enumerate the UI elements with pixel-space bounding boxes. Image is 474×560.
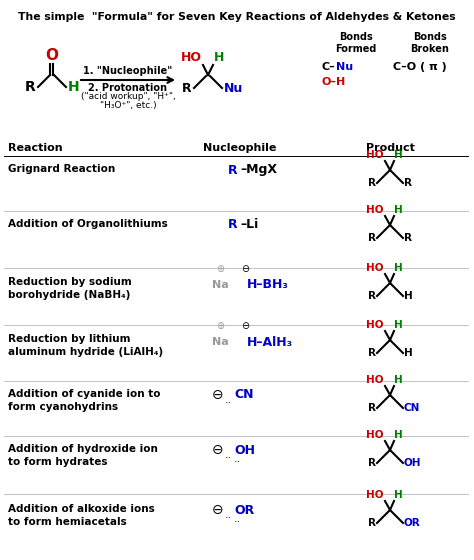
- Text: Addition of cyanide ion to
form cyanohydrins: Addition of cyanide ion to form cyanohyd…: [8, 389, 161, 412]
- Text: "H₃O⁺", etc.): "H₃O⁺", etc.): [100, 101, 156, 110]
- Text: OH: OH: [404, 458, 421, 468]
- Text: HO: HO: [366, 320, 384, 330]
- Text: OH: OH: [234, 444, 255, 456]
- Text: Product: Product: [365, 143, 414, 153]
- Text: Addition of Organolithiums: Addition of Organolithiums: [8, 219, 168, 229]
- Text: –MgX: –MgX: [240, 164, 277, 176]
- Text: R: R: [368, 518, 376, 528]
- Text: Nu: Nu: [336, 62, 353, 72]
- Text: H: H: [404, 291, 413, 301]
- Text: H–BH₃: H–BH₃: [247, 278, 289, 292]
- Text: H: H: [404, 348, 413, 358]
- Text: H–AlH₃: H–AlH₃: [247, 335, 293, 348]
- Text: ⊖: ⊖: [241, 321, 249, 331]
- Text: Reaction: Reaction: [8, 143, 63, 153]
- Text: ⊕: ⊕: [216, 321, 224, 331]
- Text: HO: HO: [366, 205, 384, 215]
- Text: HO: HO: [366, 375, 384, 385]
- Text: ⊖: ⊖: [212, 503, 224, 517]
- Text: The simple  "Formula" for Seven Key Reactions of Aldehydes & Ketones: The simple "Formula" for Seven Key React…: [18, 12, 456, 22]
- Text: R: R: [368, 178, 376, 188]
- Text: H: H: [394, 430, 403, 440]
- Text: Reduction by lithium
aluminum hydride (LiAlH₄): Reduction by lithium aluminum hydride (L…: [8, 334, 163, 357]
- Text: H: H: [68, 80, 80, 94]
- Text: ⊖: ⊖: [241, 264, 249, 274]
- Text: R: R: [25, 80, 36, 94]
- Text: ··: ··: [234, 517, 241, 527]
- Text: H: H: [394, 263, 403, 273]
- Text: OR: OR: [404, 518, 421, 528]
- Text: H: H: [394, 150, 403, 160]
- Text: C–O ( π ): C–O ( π ): [393, 62, 447, 72]
- Text: –Li: –Li: [240, 218, 258, 231]
- Text: Addition of alkoxide ions
to form hemiacetals: Addition of alkoxide ions to form hemiac…: [8, 504, 155, 527]
- Text: ⊖: ⊖: [212, 388, 224, 402]
- Text: H: H: [394, 490, 403, 500]
- Text: 1. "Nucleophile": 1. "Nucleophile": [83, 66, 173, 76]
- Text: H: H: [394, 205, 403, 215]
- Text: O–H: O–H: [322, 77, 346, 87]
- Text: Reduction by sodium
borohydride (NaBH₄): Reduction by sodium borohydride (NaBH₄): [8, 277, 132, 300]
- Text: H: H: [394, 375, 403, 385]
- Text: Na: Na: [211, 337, 228, 347]
- Text: HO: HO: [366, 263, 384, 273]
- Text: ··: ··: [224, 513, 232, 523]
- Text: O: O: [46, 48, 58, 63]
- Text: HO: HO: [181, 51, 202, 64]
- Text: R: R: [368, 458, 376, 468]
- Text: ("acid workup", "H⁺",: ("acid workup", "H⁺",: [81, 92, 175, 101]
- Text: ··: ··: [224, 453, 232, 463]
- Text: R: R: [368, 348, 376, 358]
- Text: R: R: [228, 218, 238, 231]
- Text: Grignard Reaction: Grignard Reaction: [8, 164, 115, 174]
- Text: ··: ··: [224, 398, 232, 408]
- Text: ⊕: ⊕: [216, 264, 224, 274]
- Text: R: R: [404, 178, 412, 188]
- Text: Nu: Nu: [224, 82, 243, 95]
- Text: Bonds
Formed: Bonds Formed: [335, 32, 377, 54]
- Text: OR: OR: [234, 503, 254, 516]
- Text: 2. Protonation: 2. Protonation: [89, 83, 167, 93]
- Text: H: H: [394, 320, 403, 330]
- Text: H: H: [214, 51, 224, 64]
- Text: R: R: [228, 164, 238, 176]
- Text: HO: HO: [366, 490, 384, 500]
- Text: HO: HO: [366, 150, 384, 160]
- Text: Na: Na: [211, 280, 228, 290]
- Text: R: R: [368, 403, 376, 413]
- Text: CN: CN: [404, 403, 420, 413]
- Text: Nucleophile: Nucleophile: [203, 143, 277, 153]
- Text: C–: C–: [322, 62, 336, 72]
- Text: R: R: [368, 291, 376, 301]
- Text: Bonds
Broken: Bonds Broken: [410, 32, 449, 54]
- Text: R: R: [404, 233, 412, 243]
- Text: ⊖: ⊖: [212, 443, 224, 457]
- Text: ··: ··: [234, 457, 241, 467]
- Text: R: R: [182, 82, 192, 95]
- Text: CN: CN: [234, 389, 254, 402]
- Text: R: R: [368, 233, 376, 243]
- Text: HO: HO: [366, 430, 384, 440]
- Text: Addition of hydroxide ion
to form hydrates: Addition of hydroxide ion to form hydrat…: [8, 444, 158, 467]
